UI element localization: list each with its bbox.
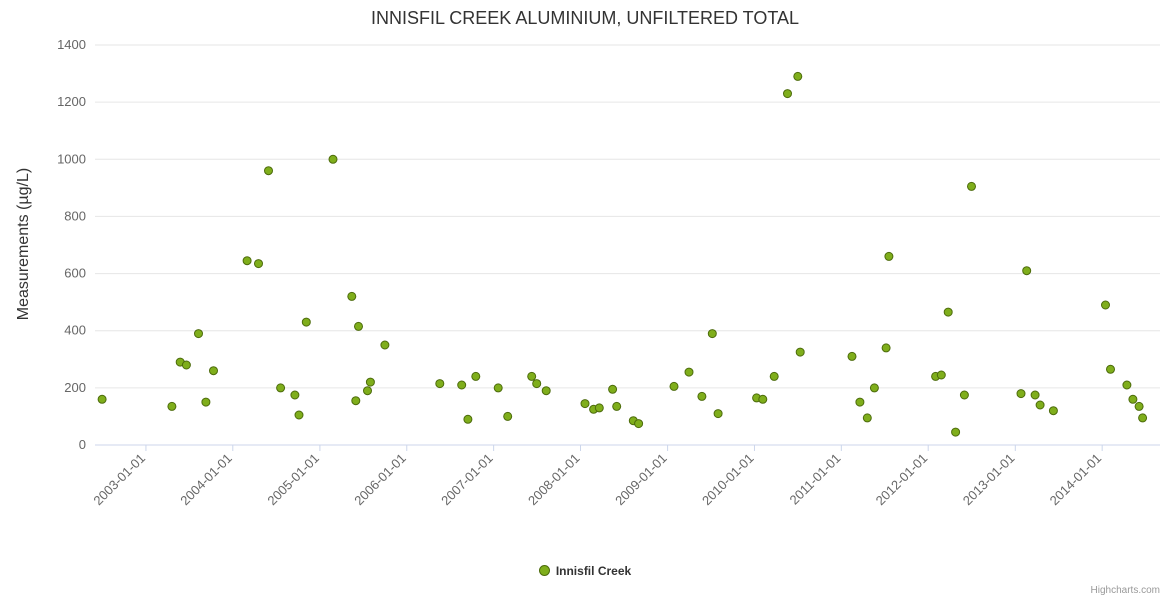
data-point[interactable] (1035, 400, 1045, 410)
data-point[interactable] (580, 399, 590, 409)
data-point[interactable] (1016, 389, 1026, 399)
data-point[interactable] (541, 386, 551, 396)
y-tick-label: 800 (64, 208, 86, 223)
highcharts-credits-link[interactable]: Highcharts.com (1090, 585, 1160, 596)
data-point[interactable] (97, 394, 107, 404)
data-point[interactable] (594, 403, 604, 413)
data-point[interactable] (354, 321, 363, 331)
data-point[interactable] (301, 317, 311, 327)
data-point[interactable] (795, 347, 805, 357)
data-point[interactable] (884, 251, 894, 261)
x-tick-label: 2006-01-01 (351, 451, 409, 509)
data-point[interactable] (783, 89, 792, 99)
x-tick-label: 2009-01-01 (612, 451, 670, 509)
data-point[interactable] (1134, 401, 1144, 411)
x-tick-label: 2008-01-01 (525, 451, 583, 509)
data-point[interactable] (1101, 300, 1110, 310)
data-point[interactable] (959, 390, 969, 400)
x-tick-label: 2012-01-01 (873, 451, 931, 509)
legend-marker-icon (538, 565, 550, 576)
y-tick-label: 0 (79, 437, 86, 452)
data-point[interactable] (697, 391, 707, 401)
data-point[interactable] (290, 390, 300, 400)
y-axis-title: Measurements (µg/L) (15, 167, 32, 321)
data-point[interactable] (881, 343, 891, 353)
data-point[interactable] (167, 401, 177, 411)
legend: Innisfil Creek (0, 563, 1170, 581)
data-point[interactable] (1128, 394, 1138, 404)
data-point[interactable] (276, 383, 286, 393)
data-point[interactable] (471, 371, 481, 381)
data-point[interactable] (242, 256, 252, 266)
data-point[interactable] (363, 386, 372, 396)
y-tick-label: 1200 (57, 94, 86, 109)
data-point[interactable] (532, 379, 542, 389)
data-point[interactable] (435, 379, 445, 389)
data-point[interactable] (254, 259, 263, 269)
data-point[interactable] (347, 291, 357, 301)
data-point[interactable] (1122, 380, 1132, 390)
data-point[interactable] (201, 397, 211, 407)
x-tick-label: 2011-01-01 (786, 451, 843, 508)
x-tick-label: 2013-01-01 (960, 451, 1018, 509)
data-point[interactable] (758, 394, 768, 404)
data-point[interactable] (194, 329, 203, 339)
data-point[interactable] (351, 396, 361, 406)
data-point[interactable] (1138, 413, 1148, 423)
chart-title: INNISFIL CREEK ALUMINIUM, UNFILTERED TOT… (370, 8, 800, 28)
data-point[interactable] (612, 401, 622, 411)
data-point[interactable] (943, 307, 953, 317)
legend-label: Innisfil Creek (555, 563, 632, 578)
data-point[interactable] (294, 410, 304, 420)
x-tick-label: 2005-01-01 (264, 451, 322, 509)
data-point[interactable] (493, 383, 503, 393)
x-tick-label: 2007-01-01 (438, 451, 496, 509)
data-point[interactable] (936, 370, 946, 380)
data-point[interactable] (951, 427, 961, 437)
data-point[interactable] (365, 377, 375, 387)
data-point[interactable] (862, 413, 872, 423)
data-point[interactable] (181, 360, 191, 370)
data-point[interactable] (707, 329, 717, 339)
data-point[interactable] (855, 397, 865, 407)
data-point[interactable] (463, 414, 473, 424)
data-point[interactable] (1106, 364, 1115, 374)
data-point[interactable] (793, 71, 803, 81)
x-tick-label: 2004-01-01 (177, 451, 235, 509)
y-tick-label: 1000 (57, 151, 86, 166)
data-point[interactable] (380, 340, 390, 350)
data-point[interactable] (1048, 406, 1058, 416)
data-point[interactable] (769, 371, 779, 381)
data-point[interactable] (669, 381, 679, 391)
x-tick-label: 2003-01-01 (90, 451, 148, 509)
data-point[interactable] (503, 411, 513, 421)
data-point[interactable] (209, 366, 218, 376)
y-tick-label: 400 (64, 323, 86, 338)
data-point[interactable] (1022, 266, 1032, 276)
data-point[interactable] (328, 154, 338, 164)
x-tick-label: 2014-01-01 (1047, 451, 1105, 509)
data-point[interactable] (967, 181, 976, 191)
data-point[interactable] (713, 409, 723, 419)
data-point[interactable] (457, 380, 467, 390)
data-point[interactable] (1030, 390, 1040, 400)
y-tick-label: 1400 (57, 37, 86, 52)
legend-item-innisfil-creek[interactable]: Innisfil Creek (538, 563, 632, 578)
data-point[interactable] (527, 371, 537, 381)
data-point[interactable] (264, 166, 273, 176)
y-tick-label: 600 (64, 266, 86, 281)
data-point[interactable] (869, 383, 879, 393)
y-tick-label: 200 (64, 380, 86, 395)
data-point[interactable] (847, 351, 857, 361)
data-point[interactable] (608, 384, 618, 394)
x-tick-label: 2010-01-01 (699, 451, 757, 509)
data-point[interactable] (634, 419, 644, 429)
data-point[interactable] (684, 367, 694, 377)
